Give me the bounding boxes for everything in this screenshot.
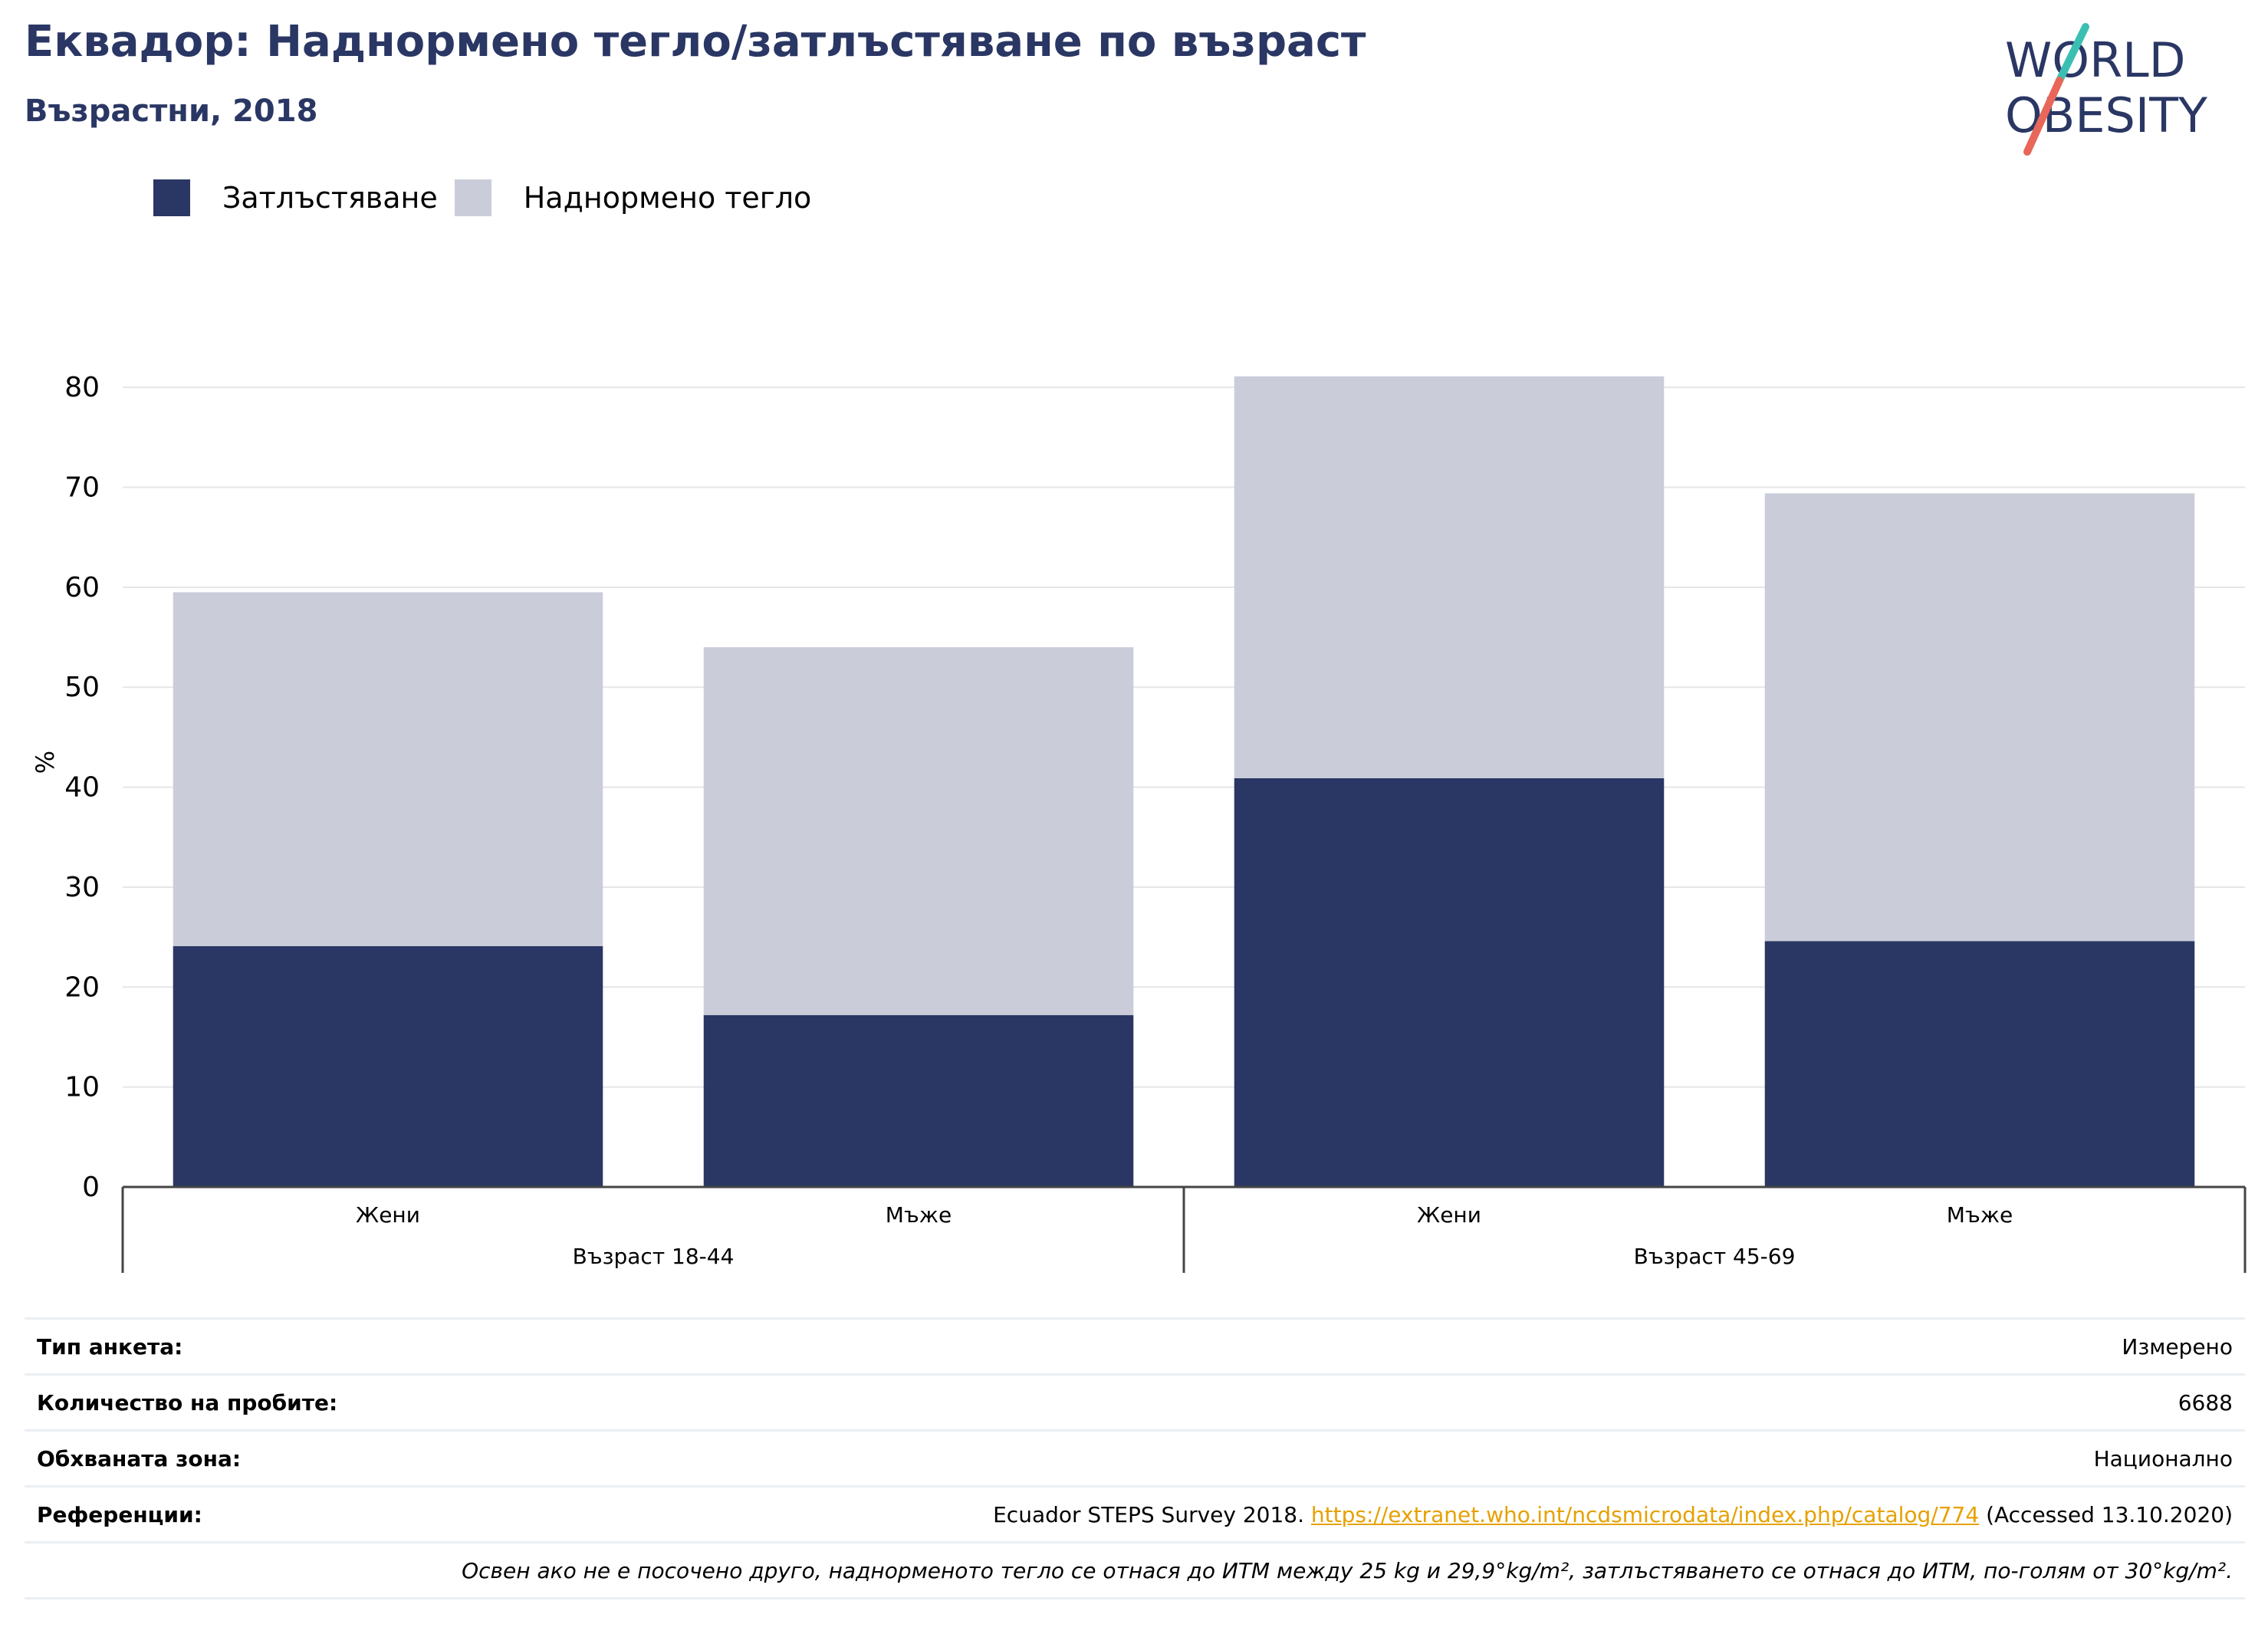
chart-legend: Затлъстяване Наднормено тегло xyxy=(153,175,828,221)
references-label: Референции: xyxy=(37,1501,202,1527)
area-value: Национално xyxy=(2093,1445,2233,1471)
world-obesity-logo: WORLD OBESITY xyxy=(2005,23,2207,156)
y-axis-label: % xyxy=(31,751,60,774)
y-tick-label: 80 xyxy=(64,372,100,403)
y-tick-label: 50 xyxy=(64,672,100,703)
logo-line1: WORLD xyxy=(2005,32,2185,88)
x-category-label: Мъже xyxy=(1947,1202,2013,1228)
logo-slash-top xyxy=(2056,23,2089,84)
legend-label-overweight: Наднормено тегло xyxy=(523,181,812,215)
bar-segment-overweight xyxy=(173,592,603,946)
references-value: Ecuador STEPS Survey 2018. https://extra… xyxy=(993,1502,2233,1527)
bar-segment-overweight xyxy=(1234,376,1665,778)
area-label: Обхваната зона: xyxy=(37,1445,242,1471)
y-tick-label: 40 xyxy=(64,772,100,804)
y-tick-label: 20 xyxy=(64,972,100,1003)
sample-size-label: Количество на пробите: xyxy=(37,1389,338,1415)
bar-segment-obesity xyxy=(173,945,603,1187)
survey-info-table: Тип анкета: Измерено Количество на проби… xyxy=(25,1317,2245,1599)
x-group-label: Възраст 45-69 xyxy=(1634,1244,1796,1269)
x-group-label: Възраст 18-44 xyxy=(573,1244,735,1269)
info-row-references: Референции: Ecuador STEPS Survey 2018. h… xyxy=(25,1485,2245,1541)
x-category-label: Мъже xyxy=(886,1202,952,1228)
y-tick-label: 10 xyxy=(64,1072,100,1103)
legend-label-obesity: Затлъстяване xyxy=(222,181,438,215)
bar-segment-overweight xyxy=(703,647,1134,1015)
bar-segment-overweight xyxy=(1764,493,2195,942)
definition-note: Освен ако не е посочено друго, наднормен… xyxy=(462,1557,2233,1583)
survey-type-value: Измерено xyxy=(2122,1333,2233,1359)
chart-subtitle: Възрастни, 2018 xyxy=(25,94,318,129)
info-row-sample-size: Количество на пробите: 6688 xyxy=(25,1373,2245,1429)
stacked-bar-chart: 0 10 20 30 40 50 60 70 80% Жени Мъже Жени Мъже Възрас… xyxy=(31,372,2247,1273)
sample-size-value: 6688 xyxy=(2178,1389,2233,1415)
legend-swatch-overweight xyxy=(454,179,491,216)
info-row-area: Обхваната зона: Национално xyxy=(25,1429,2245,1485)
legend-swatch-obesity xyxy=(153,179,190,216)
x-category-label: Жени xyxy=(356,1202,420,1228)
y-tick-label: 0 xyxy=(82,1172,100,1203)
chart-title: Еквадор: Наднормено тегло/затлъстяване п… xyxy=(25,17,1366,67)
bar-segment-obesity xyxy=(703,1014,1134,1187)
legend-item-obesity[interactable]: Затлъстяване xyxy=(153,179,438,216)
y-tick-label: 60 xyxy=(64,572,100,603)
legend-item-overweight[interactable]: Наднормено тегло xyxy=(454,179,812,216)
x-category-label: Жени xyxy=(1417,1202,1481,1228)
references-prefix: Ecuador STEPS Survey 2018. xyxy=(993,1501,1311,1527)
references-suffix: (Accessed 13.10.2020) xyxy=(1979,1501,2233,1527)
bar-segment-obesity xyxy=(1764,941,2195,1187)
logo-slash-bottom xyxy=(2023,77,2063,156)
info-row-note: Освен ако не е посочено друго, наднормен… xyxy=(25,1541,2245,1599)
y-tick-label: 30 xyxy=(64,872,100,903)
bar-segment-obesity xyxy=(1234,778,1665,1187)
references-link[interactable]: https://extranet.who.int/ncdsmicrodata/i… xyxy=(1310,1501,1980,1527)
y-tick-label: 70 xyxy=(64,472,100,504)
survey-type-label: Тип анкета: xyxy=(37,1333,183,1359)
info-row-survey-type: Тип анкета: Измерено xyxy=(25,1317,2245,1373)
